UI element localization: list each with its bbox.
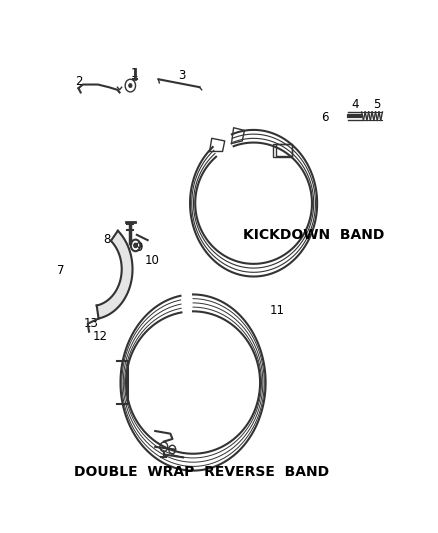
Text: KICKDOWN  BAND: KICKDOWN BAND (244, 228, 385, 242)
Text: 13: 13 (84, 317, 99, 330)
Text: 9: 9 (135, 241, 143, 254)
Text: 10: 10 (145, 254, 159, 267)
Text: 7: 7 (57, 264, 65, 277)
Circle shape (134, 243, 137, 247)
Text: 6: 6 (321, 111, 328, 124)
Text: DOUBLE  WRAP  REVERSE  BAND: DOUBLE WRAP REVERSE BAND (74, 465, 329, 479)
Circle shape (129, 84, 132, 88)
Text: 5: 5 (373, 98, 381, 111)
Polygon shape (97, 231, 133, 319)
Text: 11: 11 (270, 304, 285, 317)
Text: 4: 4 (351, 98, 359, 111)
Text: 2: 2 (75, 75, 82, 87)
Text: 1: 1 (131, 67, 138, 79)
Text: 8: 8 (103, 233, 110, 246)
Text: 3: 3 (179, 69, 186, 82)
Text: 12: 12 (92, 330, 108, 343)
